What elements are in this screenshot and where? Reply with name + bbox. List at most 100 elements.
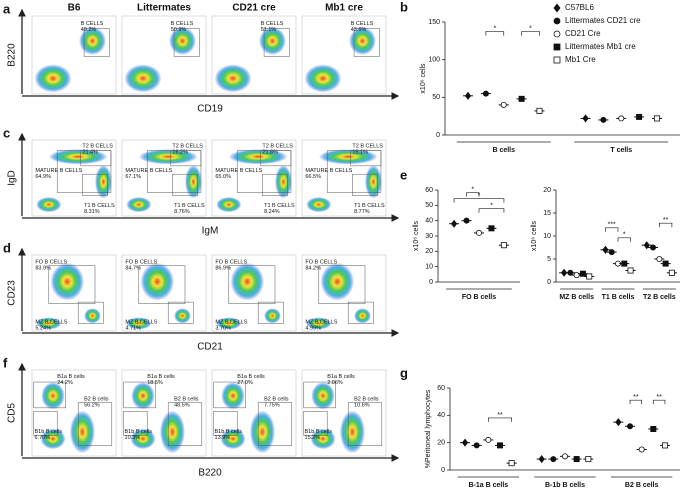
panel-label: f xyxy=(3,355,8,370)
gate-name: FO B CELLS xyxy=(305,259,337,265)
significance-star: ** xyxy=(663,217,669,224)
density-blob xyxy=(221,382,245,410)
gate xyxy=(257,402,293,446)
marker xyxy=(582,114,589,123)
gate xyxy=(77,402,113,446)
gate xyxy=(352,173,378,196)
gate xyxy=(172,173,198,196)
marker xyxy=(621,260,628,267)
marker xyxy=(600,116,607,123)
x-axis-label: CD21 xyxy=(197,342,223,353)
significance-bracket xyxy=(466,192,480,197)
gate-name: MZ B CELLS xyxy=(305,319,337,325)
marker xyxy=(586,273,593,280)
significance-bracket xyxy=(478,208,505,213)
panel-label: e xyxy=(400,167,407,182)
marker xyxy=(627,423,634,430)
category-label: FO B cells xyxy=(462,294,496,301)
gate-name: MZ B CELLS xyxy=(125,319,157,325)
marker xyxy=(562,453,569,460)
density-blob xyxy=(130,428,156,450)
y-tick-label: 10 xyxy=(543,233,551,240)
density-blob xyxy=(220,428,246,450)
gate xyxy=(123,411,148,436)
gate-name: B2 B cells xyxy=(354,396,379,402)
marker xyxy=(500,101,507,108)
significance-star: * xyxy=(490,203,493,210)
density-blob xyxy=(36,197,62,213)
gate-value: 4.99% xyxy=(305,325,321,331)
marker xyxy=(508,460,515,467)
density-blob xyxy=(140,262,175,301)
gate-name: B CELLS xyxy=(171,21,194,27)
gate-value: 21.4% xyxy=(82,149,98,155)
density-blob xyxy=(40,428,66,450)
density-blob xyxy=(318,149,378,165)
gate-value: 64.9% xyxy=(35,174,51,180)
density-blob xyxy=(50,262,85,301)
density-blob xyxy=(214,64,252,93)
panel-label: c xyxy=(3,125,10,140)
gate-value: 84.7% xyxy=(125,265,141,271)
legend-entry: Littermates CD21 cre xyxy=(565,16,641,25)
gate-name: T2 B CELLS xyxy=(262,143,293,149)
legend-marker xyxy=(553,17,561,25)
density-blob xyxy=(216,317,242,330)
y-axis-label: CD23 xyxy=(7,280,18,306)
y-tick-label: 30 xyxy=(425,233,433,240)
gate-value: 21.8% xyxy=(262,149,278,155)
gate-value: 51.1% xyxy=(261,27,277,33)
gate-name: B1a B cells xyxy=(57,374,85,380)
panel-label: b xyxy=(400,0,408,14)
gate-value: 67.1% xyxy=(125,174,141,180)
significance-star: * xyxy=(471,187,474,194)
gate-value: 66.5% xyxy=(305,174,321,180)
marker xyxy=(602,245,609,254)
legend-entry: Mb1 Cre xyxy=(565,55,596,64)
gate-name: MATURE B CELLS xyxy=(35,168,82,174)
gate xyxy=(146,150,202,193)
y-axis-label: CD5 xyxy=(7,403,18,423)
gate-value: 86.9% xyxy=(215,265,231,271)
marker xyxy=(464,91,472,100)
marker xyxy=(643,241,650,250)
category-label: B-1a B cells xyxy=(468,482,508,489)
gate-name: T2 B CELLS xyxy=(352,143,383,149)
significance-bracket xyxy=(605,227,619,232)
gate-value: 18.5% xyxy=(147,380,163,386)
significance-star: ** xyxy=(497,412,503,419)
density-blob xyxy=(249,410,275,454)
marker xyxy=(650,425,657,432)
marker xyxy=(482,90,489,97)
y-tick-label: 20 xyxy=(437,440,445,447)
legend-marker xyxy=(553,56,561,64)
gate xyxy=(83,28,110,57)
significance-star: * xyxy=(529,25,532,32)
marker xyxy=(538,455,545,464)
gate xyxy=(262,173,288,196)
y-tick-label: 50 xyxy=(432,94,440,101)
gate xyxy=(48,265,96,304)
gate xyxy=(33,381,66,409)
y-tick-label: 60 xyxy=(437,385,445,392)
gate-value: 5.24% xyxy=(35,325,51,331)
marker xyxy=(518,95,525,102)
gate xyxy=(347,402,383,446)
panel-label: a xyxy=(3,1,11,16)
density-blob xyxy=(216,197,242,213)
marker xyxy=(475,229,482,236)
significance-bracket xyxy=(658,222,673,228)
gate-value: 50.9% xyxy=(171,27,187,33)
density-blob xyxy=(126,197,152,213)
gate xyxy=(303,411,328,436)
gate-name: MATURE B CELLS xyxy=(305,168,352,174)
significance-bracket xyxy=(487,417,512,422)
gate xyxy=(33,411,58,436)
y-axis-label: IgD xyxy=(7,170,18,186)
column-header: CD21 cre xyxy=(232,3,276,14)
legend-marker xyxy=(553,30,561,38)
y-tick-label: 10 xyxy=(425,264,433,271)
gate xyxy=(138,265,186,304)
y-tick-label: 100 xyxy=(428,57,440,64)
